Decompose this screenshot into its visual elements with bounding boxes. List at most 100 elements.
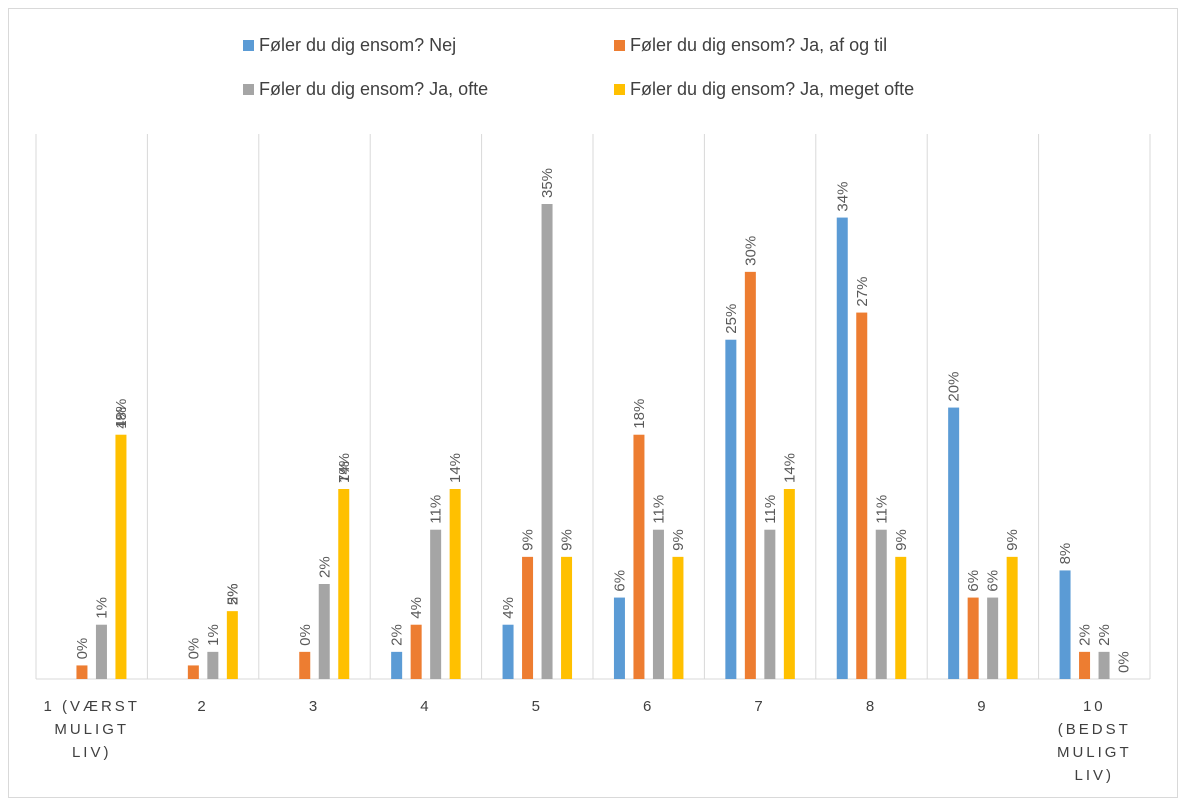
data-label: 14% xyxy=(336,453,353,483)
bar-4-cat-9 xyxy=(1006,556,1018,679)
data-label: 11% xyxy=(650,495,667,524)
data-label: 5% xyxy=(224,583,241,605)
data-label: 34% xyxy=(834,182,851,212)
bar-4-cat-8 xyxy=(895,556,907,679)
bar-1-cat-6 xyxy=(613,597,625,679)
data-label: 14% xyxy=(447,453,464,483)
data-label: 7% xyxy=(336,461,353,483)
bar-4-cat-3 xyxy=(338,489,350,679)
legend-label-nej: Føler du dig ensom? Nej xyxy=(259,35,457,55)
category-label: 3 xyxy=(309,698,320,715)
chart-legend: Føler du dig ensom? Nej Føler du dig ens… xyxy=(0,0,1187,120)
legend-item-af-og-til: Føler du dig ensom? Ja, af og til xyxy=(614,35,887,56)
category-label: 4 xyxy=(420,698,431,715)
data-label: 9% xyxy=(670,529,687,551)
data-label: 0% xyxy=(185,638,202,660)
bar-1-cat-7 xyxy=(725,339,737,679)
category-label: 1 (VÆRST xyxy=(43,698,140,715)
data-label: 0% xyxy=(1116,651,1133,673)
bar-3-cat-1 xyxy=(95,624,107,679)
bar-4-cat-1 xyxy=(115,434,127,679)
data-label: 4% xyxy=(500,597,517,619)
data-label: 18% xyxy=(631,399,648,429)
category-label: 5 xyxy=(532,698,543,715)
legend-swatch-ofte xyxy=(243,84,254,95)
bar-1-cat-9 xyxy=(948,407,960,679)
bar-2-cat-5 xyxy=(522,556,534,679)
bar-2-cat-4 xyxy=(410,624,422,679)
data-label: 8% xyxy=(1057,543,1074,565)
category-label: LIV) xyxy=(1075,767,1115,784)
category-label: 10 xyxy=(1083,698,1106,715)
data-label: 2% xyxy=(1096,624,1113,646)
bar-1-cat-4 xyxy=(391,651,403,679)
legend-swatch-af-og-til xyxy=(614,40,625,51)
bar-2-cat-2 xyxy=(187,665,199,679)
bar-3-cat-8 xyxy=(875,529,887,679)
data-label: 6% xyxy=(611,570,628,592)
category-label: MULIGT xyxy=(54,721,129,738)
data-label: 2% xyxy=(316,556,333,578)
bar-1-cat-8 xyxy=(836,217,848,680)
data-label: 4% xyxy=(408,597,425,619)
data-label: 11% xyxy=(762,495,779,524)
bar-3-cat-9 xyxy=(987,597,999,679)
category-label: LIV) xyxy=(72,744,112,761)
data-label: 20% xyxy=(946,372,963,402)
legend-label-meget-ofte: Føler du dig ensom? Ja, meget ofte xyxy=(630,79,915,99)
bar-1-cat-5 xyxy=(502,624,514,679)
data-label: 9% xyxy=(559,529,576,551)
bar-3-cat-4 xyxy=(430,529,442,679)
bar-3-cat-5 xyxy=(541,204,553,679)
category-label: 9 xyxy=(977,698,988,715)
legend-item-nej: Føler du dig ensom? Nej xyxy=(243,35,456,56)
legend-swatch-nej xyxy=(243,40,254,51)
legend-item-ofte: Føler du dig ensom? Ja, ofte xyxy=(243,79,488,100)
data-label: 11% xyxy=(428,495,445,524)
category-label: MULIGT xyxy=(1057,744,1132,761)
bar-4-cat-4 xyxy=(449,489,461,679)
legend-label-ofte: Føler du dig ensom? Ja, ofte xyxy=(259,79,489,99)
data-label: 6% xyxy=(965,570,982,592)
bar-2-cat-6 xyxy=(633,434,645,679)
category-label: 6 xyxy=(643,698,654,715)
data-label: 6% xyxy=(985,570,1002,592)
bar-2-cat-1 xyxy=(76,665,88,679)
bar-4-cat-5 xyxy=(561,556,573,679)
data-label: 0% xyxy=(297,624,314,646)
bar-4-cat-7 xyxy=(783,489,795,679)
bar-2-cat-8 xyxy=(856,312,868,679)
data-label: 18% xyxy=(113,399,130,429)
bar-2-cat-10 xyxy=(1079,651,1091,679)
bar-3-cat-10 xyxy=(1098,651,1110,679)
data-label: 14% xyxy=(781,453,798,483)
legend-item-meget-ofte: Føler du dig ensom? Ja, meget ofte xyxy=(614,79,914,100)
bar-2-cat-7 xyxy=(744,271,756,679)
bar-2-cat-9 xyxy=(967,597,979,679)
legend-swatch-meget-ofte xyxy=(614,84,625,95)
data-label: 30% xyxy=(742,236,759,266)
bar-3-cat-3 xyxy=(318,584,330,679)
data-label: 2% xyxy=(1077,624,1094,646)
data-label: 2% xyxy=(224,583,241,605)
data-label: 9% xyxy=(1004,529,1021,551)
category-label: (BEDST xyxy=(1058,721,1131,738)
data-label: 4% xyxy=(113,407,130,429)
legend-label-af-og-til: Føler du dig ensom? Ja, af og til xyxy=(630,35,888,55)
data-label: 35% xyxy=(539,168,556,198)
bar-3-cat-6 xyxy=(652,529,664,679)
category-label: 2 xyxy=(197,698,208,715)
data-label: 1% xyxy=(93,597,110,619)
bar-4-cat-6 xyxy=(672,556,684,679)
bar-2-cat-3 xyxy=(299,651,311,679)
data-label: 1% xyxy=(205,624,222,646)
data-label: 25% xyxy=(723,304,740,334)
bar-4-cat-2 xyxy=(226,611,238,679)
bar-1-cat-10 xyxy=(1059,570,1071,679)
data-label: 9% xyxy=(520,529,537,551)
data-label: 11% xyxy=(873,495,890,524)
category-label: 8 xyxy=(866,698,877,715)
bar-3-cat-7 xyxy=(764,529,776,679)
data-label: 9% xyxy=(893,529,910,551)
